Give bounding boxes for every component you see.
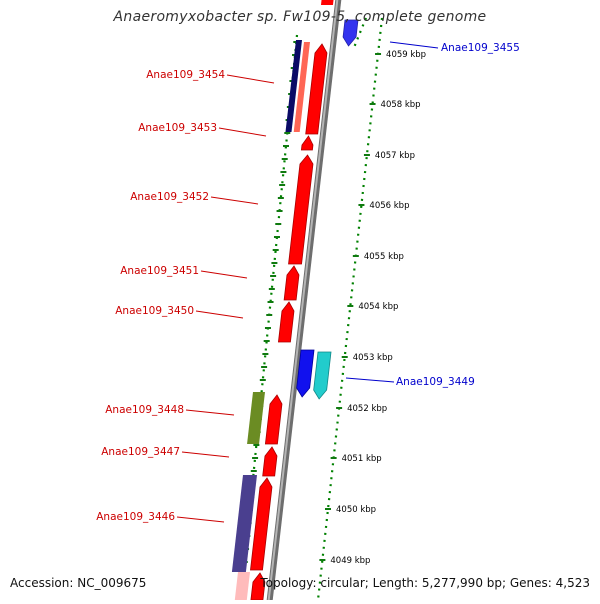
genome-title: Anaeromyxobacter sp. Fw109-5, complete g… — [113, 9, 487, 25]
gene-3454-navy-bar — [285, 40, 302, 132]
gene-3451-arrow — [283, 265, 300, 301]
gene-label-leader — [185, 409, 235, 416]
ruler-tick-label: 4053 kbp — [353, 353, 393, 363]
ruler-tick-label: 4058 kbp — [381, 100, 421, 110]
gene-label: Anae109_3455 — [441, 42, 520, 54]
ruler-tick-label: 4056 kbp — [369, 201, 409, 211]
genome-summary-text: Topology: circular; Length: 5,277,990 bp… — [260, 576, 590, 590]
gene-label: Anae109_3452 — [130, 191, 209, 203]
gene-label-leader — [181, 451, 230, 458]
gene-top-fragment — [320, 0, 334, 5]
ruler-tick-label: 4051 kbp — [342, 454, 382, 464]
gene-label: Anae109_3451 — [120, 265, 199, 277]
ruler-tick-label: 4057 kbp — [375, 151, 415, 161]
gene-label: Anae109_3446 — [96, 511, 175, 523]
gene-3452-arrow — [288, 154, 314, 265]
ruler-tick-label: 4059 kbp — [386, 50, 426, 60]
gene-3446-arrow — [250, 477, 273, 571]
gene-label: Anae109_3450 — [115, 305, 194, 317]
gene-label-leader — [195, 310, 244, 319]
gene-3448-arrow — [264, 394, 283, 445]
gene-label-leader — [218, 127, 267, 137]
backbone-highlight — [267, 0, 339, 604]
ruler-tick-label: 4049 kbp — [330, 556, 370, 566]
gene-3449-cyan-arrow — [313, 351, 332, 400]
gene-3450-arrow — [277, 301, 295, 343]
gene-label-leader — [176, 516, 225, 523]
gene-bottom-pink-bar — [234, 572, 250, 600]
gene-3446-purple-bar — [231, 475, 257, 572]
gene-3453-arrow — [300, 135, 314, 151]
ruler-tick-label: 4052 kbp — [347, 404, 387, 414]
gene-label: Anae109_3453 — [138, 122, 217, 134]
gene-3454-salmon-bar — [293, 42, 310, 132]
gene-label: Anae109_3448 — [105, 404, 184, 416]
gene-label-leader — [345, 377, 395, 383]
gene-label: Anae109_3449 — [396, 376, 475, 388]
gene-3455-arrow — [342, 19, 359, 47]
gene-label-leader — [389, 41, 439, 49]
ruler-tick-label: 4050 kbp — [336, 505, 376, 515]
ruler-tick-label: 4055 kbp — [364, 252, 404, 262]
gene-3449-blue-arrow — [296, 349, 315, 398]
gene-label-leader — [200, 270, 248, 279]
gene-label-leader — [226, 74, 275, 84]
tick-track-2 — [351, 17, 368, 51]
gene-label-leader — [210, 196, 259, 205]
accession-text: Accession: NC_009675 — [10, 576, 147, 590]
gene-label: Anae109_3454 — [146, 69, 225, 81]
gene-3448-olive-bar — [247, 392, 265, 444]
gene-label: Anae109_3447 — [101, 446, 180, 458]
ruler-tick-label: 4054 kbp — [358, 302, 398, 312]
gene-3447-arrow — [262, 446, 278, 477]
gene-3454-arrow — [305, 43, 328, 135]
